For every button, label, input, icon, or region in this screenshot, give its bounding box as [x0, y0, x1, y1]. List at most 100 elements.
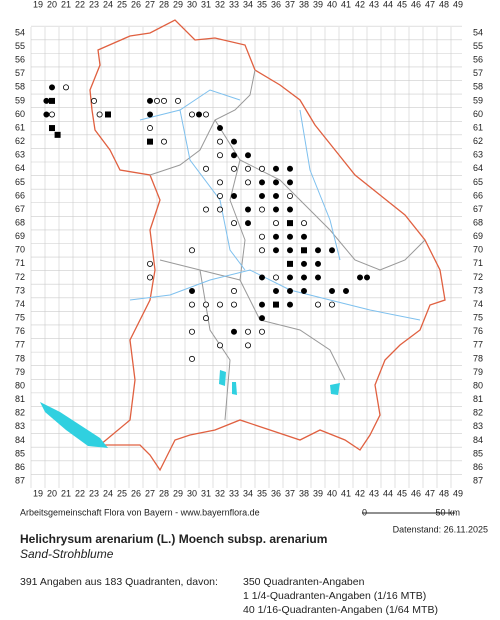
occurrence-open: [174, 97, 181, 104]
row-label: 83: [15, 421, 25, 431]
occurrence-filled: [328, 288, 335, 295]
occurrence-filled: [216, 125, 223, 132]
occurrence-filled: [230, 192, 237, 199]
column-label: 49: [453, 488, 463, 498]
occurrence-open: [188, 301, 195, 308]
occurrence-filled: [328, 247, 335, 254]
row-label: 72: [15, 272, 25, 282]
column-label: 23: [89, 488, 99, 498]
row-label: 57: [15, 68, 25, 78]
row-label: 60: [15, 109, 25, 119]
column-label: 37: [285, 0, 295, 9]
river: [129, 89, 421, 321]
occurrence-open: [314, 301, 321, 308]
row-label: 56: [473, 55, 483, 65]
row-label: 74: [15, 299, 25, 309]
occurrence-open: [216, 301, 223, 308]
row-label: 68: [15, 217, 25, 227]
column-label: 27: [145, 488, 155, 498]
occurrence-open: [202, 111, 209, 118]
column-label: 30: [187, 488, 197, 498]
row-label: 72: [473, 272, 483, 282]
column-label: 30: [187, 0, 197, 9]
occurrence-open: [216, 152, 223, 159]
occurrence-square: [273, 301, 279, 308]
occurrence-open: [300, 220, 307, 227]
occurrence-square: [287, 260, 293, 267]
occurrence-open: [146, 260, 153, 267]
occurrence-open: [216, 179, 223, 186]
column-label: 35: [257, 0, 267, 9]
occurrence-open: [258, 165, 265, 172]
occurrence-filled: [258, 301, 265, 308]
column-label: 48: [439, 488, 449, 498]
occurrence-filled: [230, 152, 237, 159]
column-label: 43: [369, 0, 379, 9]
row-label: 70: [15, 245, 25, 255]
occurrence-filled: [43, 97, 50, 104]
row-label: 55: [473, 41, 483, 51]
occurrence-open: [160, 138, 167, 145]
occurrence-square: [49, 97, 55, 104]
region-borders: [149, 69, 426, 421]
column-label: 35: [257, 488, 267, 498]
column-label: 24: [103, 0, 113, 9]
occurrence-filled: [314, 274, 321, 281]
occurrence-filled: [342, 288, 349, 295]
occurrence-filled: [314, 260, 321, 267]
row-label: 77: [15, 340, 25, 350]
stats-line: 350 Quadranten-Angaben: [243, 576, 365, 588]
occurrence-open: [216, 192, 223, 199]
occurrence-filled: [195, 111, 202, 118]
row-label: 62: [15, 136, 25, 146]
occurrence-filled: [258, 179, 265, 186]
column-label: 42: [355, 0, 365, 9]
occurrence-filled: [258, 192, 265, 199]
lake: [219, 370, 340, 395]
column-label: 47: [425, 488, 435, 498]
column-label: 39: [313, 0, 323, 9]
occurrence-open: [230, 288, 237, 295]
row-label: 87: [15, 476, 25, 486]
row-label: 68: [473, 217, 483, 227]
column-label: 49: [453, 0, 463, 9]
row-label: 63: [15, 150, 25, 160]
occurrence-filled: [300, 233, 307, 240]
occurrence-open: [91, 97, 98, 104]
occurrence-open: [230, 165, 237, 172]
column-label: 33: [229, 488, 239, 498]
row-label: 64: [15, 163, 25, 173]
occurrence-filled: [300, 274, 307, 281]
date: Datenstand: 26.11.2025: [393, 524, 488, 534]
column-label: 42: [355, 488, 365, 498]
occurrence-open: [188, 355, 195, 362]
row-label: 63: [473, 150, 483, 160]
column-label: 24: [103, 488, 113, 498]
occurrence-filled: [272, 165, 279, 172]
occurrence-filled: [272, 192, 279, 199]
occurrence-open: [146, 125, 153, 132]
occurrence-filled: [272, 233, 279, 240]
occurrence-filled: [49, 84, 56, 91]
column-label: 27: [145, 0, 155, 9]
column-label: 45: [397, 0, 407, 9]
occurrence-filled: [356, 274, 363, 281]
scale-end: 50 km: [435, 507, 460, 517]
occurrence-filled: [43, 111, 50, 118]
row-label: 57: [473, 68, 483, 78]
occurrence-filled: [300, 260, 307, 267]
occurrence-open: [160, 97, 167, 104]
occurrence-square: [49, 125, 55, 132]
occurrence-square: [54, 131, 61, 138]
occurrence-open: [230, 301, 237, 308]
row-label: 85: [473, 448, 483, 458]
occurrence-filled: [272, 206, 279, 213]
occurrence-open: [202, 206, 209, 213]
occurrence-open: [328, 301, 335, 308]
occurrence-square: [105, 111, 111, 118]
state-border: [89, 19, 446, 472]
row-label: 86: [473, 462, 483, 472]
column-label: 22: [75, 0, 85, 9]
stats-line: 1 1/4-Quadranten-Angaben (1/16 MTB): [243, 590, 426, 602]
occurrence-open: [146, 274, 153, 281]
